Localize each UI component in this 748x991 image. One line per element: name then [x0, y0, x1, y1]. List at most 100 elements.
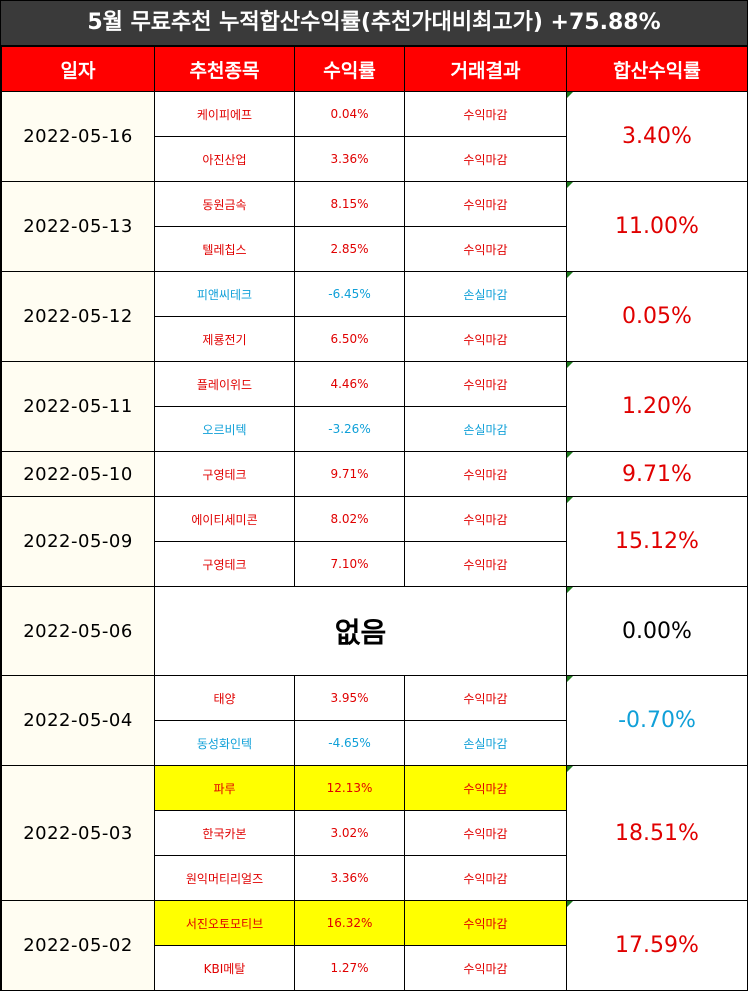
table-row: 한국카본 3.02% 수익마감 [2, 810, 748, 856]
date-cell: 2022-05-13 [1, 181, 155, 272]
date-cell: 2022-05-16 [1, 91, 155, 182]
stock-name-cell: 동원금속 [154, 181, 295, 227]
date-cell: 2022-05-04 [1, 675, 155, 766]
return-cell: 9.71% [294, 451, 405, 497]
trade-result-cell: 수익마감 [404, 451, 567, 497]
stock-name-cell: 오르비텍 [154, 406, 295, 452]
cumulative-return-cell: 0.05% [566, 271, 748, 362]
stock-name-cell: 파루 [154, 765, 295, 811]
return-cell: 3.36% [294, 855, 405, 901]
return-cell: 1.27% [294, 945, 405, 991]
return-cell: 7.10% [294, 541, 405, 587]
stock-name-cell: 플레이위드 [154, 361, 295, 407]
table-row: 동성화인텍 -4.65% 손실마감 [2, 720, 748, 766]
trade-result-cell: 수익마감 [404, 810, 567, 856]
trade-result-cell: 손실마감 [404, 720, 567, 766]
cumulative-return-cell: 9.71% [566, 451, 748, 497]
trade-result-cell: 수익마감 [404, 91, 567, 137]
table-body: 2022-05-16 케이피에프 0.04% 수익마감 3.40% 아진산업 3.36% 수익… [1, 91, 748, 991]
return-cell: 3.02% [294, 810, 405, 856]
header-result: 거래결과 [404, 46, 567, 92]
cumulative-return-cell: 1.20% [566, 361, 748, 452]
stock-name-cell: 제룡전기 [154, 316, 295, 362]
date-cell: 2022-05-02 [1, 900, 155, 991]
no-recommendation-cell: 없음 [154, 586, 567, 676]
header-row: 일자 추천종목 수익률 거래결과 합산수익률 [1, 46, 748, 92]
cumulative-return-cell: 15.12% [566, 496, 748, 587]
header-date: 일자 [1, 46, 155, 92]
table-row: 2022-05-16 케이피에프 0.04% 수익마감 3.40% [1, 91, 748, 182]
return-cell: 12.13% [294, 765, 405, 811]
trade-result-cell: 수익마감 [404, 361, 567, 407]
stock-name-cell: 구영테크 [154, 451, 295, 497]
table-row: 텔레칩스 2.85% 수익마감 [2, 226, 748, 272]
cumulative-return-cell: -0.70% [566, 675, 748, 766]
returns-table: 일자 추천종목 수익률 거래결과 합산수익률 2022-05-16 케이피에프 0.… [1, 46, 748, 991]
date-cell: 2022-05-03 [1, 765, 155, 901]
table-row: 제룡전기 6.50% 수익마감 [2, 316, 748, 362]
return-cell: 3.36% [294, 136, 405, 182]
trade-result-cell: 수익마감 [404, 900, 567, 946]
stock-name-cell: 피앤씨테크 [154, 271, 295, 317]
stock-name-cell: 구영테크 [154, 541, 295, 587]
table-row: 원익머티리얼즈 3.36% 수익마감 [2, 855, 748, 901]
trade-result-cell: 수익마감 [404, 765, 567, 811]
table-row: 2022-05-06 없음 0.00% [1, 586, 748, 676]
return-cell: -6.45% [294, 271, 405, 317]
trade-result-cell: 수익마감 [404, 181, 567, 227]
trade-result-cell: 수익마감 [404, 496, 567, 542]
return-cell: 3.95% [294, 675, 405, 721]
return-cell: 16.32% [294, 900, 405, 946]
table-row: 2022-05-10 구영테크 9.71% 수익마감 9.71% [1, 451, 748, 497]
table-row: 2022-05-12 피앤씨테크 -6.45% 손실마감 0.05% [1, 271, 748, 362]
table-row: 2022-05-11 플레이위드 4.46% 수익마감 1.20% [1, 361, 748, 452]
trade-result-cell: 수익마감 [404, 316, 567, 362]
date-cell: 2022-05-10 [1, 451, 155, 497]
return-cell: 6.50% [294, 316, 405, 362]
trade-result-cell: 수익마감 [404, 855, 567, 901]
trade-result-cell: 손실마감 [404, 406, 567, 452]
stock-name-cell: 에이티세미콘 [154, 496, 295, 542]
return-cell: 2.85% [294, 226, 405, 272]
trade-result-cell: 수익마감 [404, 136, 567, 182]
return-cell: 4.46% [294, 361, 405, 407]
date-cell: 2022-05-11 [1, 361, 155, 452]
trade-result-cell: 수익마감 [404, 226, 567, 272]
trade-result-cell: 수익마감 [404, 675, 567, 721]
table-row: KBI메탈 1.27% 수익마감 [2, 945, 748, 991]
cumulative-return-cell: 3.40% [566, 91, 748, 182]
table-row: 2022-05-13 동원금속 8.15% 수익마감 11.00% [1, 181, 748, 272]
date-cell: 2022-05-06 [1, 586, 155, 676]
cumulative-return-cell: 17.59% [566, 900, 748, 991]
stock-name-cell: 아진산업 [154, 136, 295, 182]
cumulative-return-cell: 11.00% [566, 181, 748, 272]
header-stock: 추천종목 [154, 46, 295, 92]
stock-name-cell: 케이피에프 [154, 91, 295, 137]
table-row: 2022-05-02 서진오토모티브 16.32% 수익마감 17.59% [1, 900, 748, 991]
cumulative-return-cell: 18.51% [566, 765, 748, 901]
table-row: 구영테크 7.10% 수익마감 [2, 541, 748, 587]
table-row: 2022-05-03 파루 12.13% 수익마감 18.51% [1, 765, 748, 901]
stock-name-cell: 텔레칩스 [154, 226, 295, 272]
cumulative-return-cell: 0.00% [566, 586, 748, 676]
table-row: 오르비텍 -3.26% 손실마감 [2, 406, 748, 452]
header-cumulative: 합산수익률 [566, 46, 748, 92]
stock-name-cell: KBI메탈 [154, 945, 295, 991]
date-cell: 2022-05-09 [1, 496, 155, 587]
return-cell: -4.65% [294, 720, 405, 766]
trade-result-cell: 손실마감 [404, 271, 567, 317]
return-cell: -3.26% [294, 406, 405, 452]
header-return: 수익률 [294, 46, 405, 92]
stock-name-cell: 한국카본 [154, 810, 295, 856]
sheet-title: 5월 무료추천 누적합산수익률(추천가대비최고가) +75.88% [1, 1, 747, 46]
trade-result-cell: 수익마감 [404, 541, 567, 587]
date-cell: 2022-05-12 [1, 271, 155, 362]
return-cell: 8.02% [294, 496, 405, 542]
return-cell: 0.04% [294, 91, 405, 137]
table-row: 2022-05-09 에이티세미콘 8.02% 수익마감 15.12% [1, 496, 748, 587]
stock-name-cell: 동성화인텍 [154, 720, 295, 766]
stock-name-cell: 원익머티리얼즈 [154, 855, 295, 901]
stock-name-cell: 서진오토모티브 [154, 900, 295, 946]
stock-name-cell: 태양 [154, 675, 295, 721]
